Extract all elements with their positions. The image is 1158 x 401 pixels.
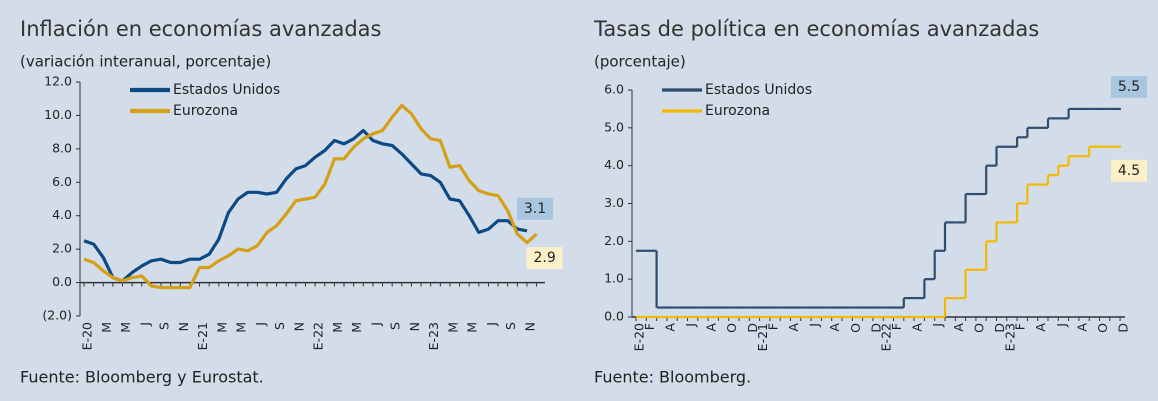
x-tick-label: A [786,323,801,332]
x-tick-label: J [1054,323,1069,328]
y-tick-label: 10.0 [44,107,72,122]
x-tick-label: E-22 [879,323,894,351]
x-tick-label: A [827,323,842,332]
source-note: Fuente: Bloomberg. [594,368,751,387]
x-tick-label: M [234,322,249,333]
x-tick-label: F [1013,323,1028,330]
x-tick-label: F [889,323,904,330]
x-tick-label: S [272,322,287,330]
value-label: 3.1 [524,201,546,217]
x-tick-label: E-21 [755,323,770,351]
y-tick-label: 2.0 [604,233,624,248]
x-tick-label: N [522,322,537,331]
value-label-box [526,247,563,270]
y-tick-label: 3.0 [604,195,624,210]
x-tick-label: N [291,322,306,331]
x-tick-label: D [1116,323,1131,333]
x-tick-label: J [368,322,383,327]
x-tick-label: E-20 [632,323,647,351]
value-label-box [1111,75,1147,98]
x-tick-label: A [910,323,925,332]
x-tick-label: D [745,323,760,333]
value-label-box [516,197,553,220]
y-tick-label: 0.0 [604,309,624,324]
source-note: Fuente: Bloomberg y Eurostat. [20,368,264,387]
x-tick-label: F [642,323,657,330]
value-label: 2.9 [533,250,555,266]
x-tick-label: O [1095,323,1110,333]
legend-label: Eurozona [705,103,770,119]
y-tick-label: (2.0) [42,308,72,323]
x-tick-label: J [137,322,152,327]
x-tick-label: A [704,323,719,332]
value-label: 5.5 [1118,79,1140,95]
series-line [83,128,528,283]
chart-subtitle: (porcentaje) [594,53,686,71]
y-tick-label: 4.0 [52,207,72,222]
y-tick-label: 6.0 [52,174,72,189]
x-tick-label: A [1033,323,1048,332]
y-tick-label: 5.0 [604,119,624,134]
x-tick-label: J [930,323,945,328]
x-tick-label: M [118,322,133,333]
x-tick-label: N [407,322,422,331]
x-tick-label: J [807,323,822,328]
legend-label: Estados Unidos [705,82,812,98]
x-tick-label: O [724,323,739,333]
x-tick-label: J [484,322,499,327]
x-tick-label: D [992,323,1007,333]
x-tick-label: F [765,323,780,330]
chart-title: Tasas de política en economías avanzadas [593,17,1039,41]
value-label-box [1111,159,1147,182]
x-tick-label: M [99,322,114,333]
x-tick-label: M [445,322,460,333]
x-tick-label: J [683,323,698,328]
x-tick-label: A [1074,323,1089,332]
y-tick-label: 12.0 [44,74,72,89]
x-tick-label: E-22 [311,322,326,350]
chart-subtitle: (variación interanual, porcentaje) [20,53,271,71]
series-line [83,103,538,290]
x-tick-label: M [330,322,345,333]
x-tick-label: M [214,322,229,333]
value-label: 4.5 [1118,163,1140,179]
x-tick-label: A [662,323,677,332]
x-tick-label: S [388,322,403,330]
chart-title: Inflación en economías avanzadas [20,17,381,41]
y-tick-label: 4.0 [604,157,624,172]
x-tick-label: E-20 [80,322,95,350]
x-tick-label: S [157,322,172,330]
x-tick-label: E-23 [426,322,441,350]
x-tick-label: A [951,323,966,332]
y-tick-label: 0.0 [52,274,72,289]
x-tick-label: M [465,322,480,333]
x-tick-label: O [971,323,986,333]
x-tick-label: M [349,322,364,333]
y-tick-label: 6.0 [604,82,624,97]
y-tick-label: 8.0 [52,140,72,155]
legend-label: Eurozona [173,103,238,119]
x-tick-label: N [176,322,191,331]
y-tick-label: 1.0 [604,271,624,286]
x-tick-label: S [503,322,518,330]
x-tick-label: E-21 [195,322,210,350]
legend-label: Estados Unidos [173,82,280,98]
x-tick-label: E-23 [1002,323,1017,351]
y-tick-label: 2.0 [52,241,72,256]
x-tick-label: O [848,323,863,333]
x-tick-label: D [868,323,883,333]
x-tick-label: J [253,322,268,327]
